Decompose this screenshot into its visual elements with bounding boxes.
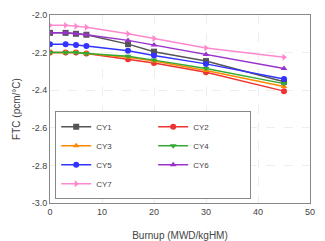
svg-text:50: 50 — [305, 207, 315, 217]
svg-text:-2.0: -2.0 — [32, 10, 48, 20]
svg-text:-2.6: -2.6 — [32, 123, 48, 133]
svg-text:40: 40 — [253, 207, 263, 217]
svg-text:-3.0: -3.0 — [32, 198, 48, 208]
svg-text:CY3: CY3 — [96, 142, 112, 151]
svg-text:Burnup (MWD/kgHM): Burnup (MWD/kgHM) — [132, 230, 228, 241]
svg-text:CY6: CY6 — [193, 161, 209, 170]
svg-text:CY1: CY1 — [96, 123, 112, 132]
svg-text:-2.4: -2.4 — [32, 85, 48, 95]
svg-text:CY2: CY2 — [193, 123, 209, 132]
svg-text:CY7: CY7 — [96, 180, 112, 189]
svg-text:CY4: CY4 — [193, 142, 209, 151]
svg-text:30: 30 — [201, 207, 211, 217]
svg-text:FTC (pcm/°C): FTC (pcm/°C) — [11, 78, 22, 140]
svg-text:20: 20 — [149, 207, 159, 217]
svg-text:-2.2: -2.2 — [32, 48, 48, 58]
svg-text:10: 10 — [97, 207, 107, 217]
svg-text:-2.8: -2.8 — [32, 161, 48, 171]
svg-text:0: 0 — [47, 207, 52, 217]
svg-text:CY5: CY5 — [96, 161, 112, 170]
